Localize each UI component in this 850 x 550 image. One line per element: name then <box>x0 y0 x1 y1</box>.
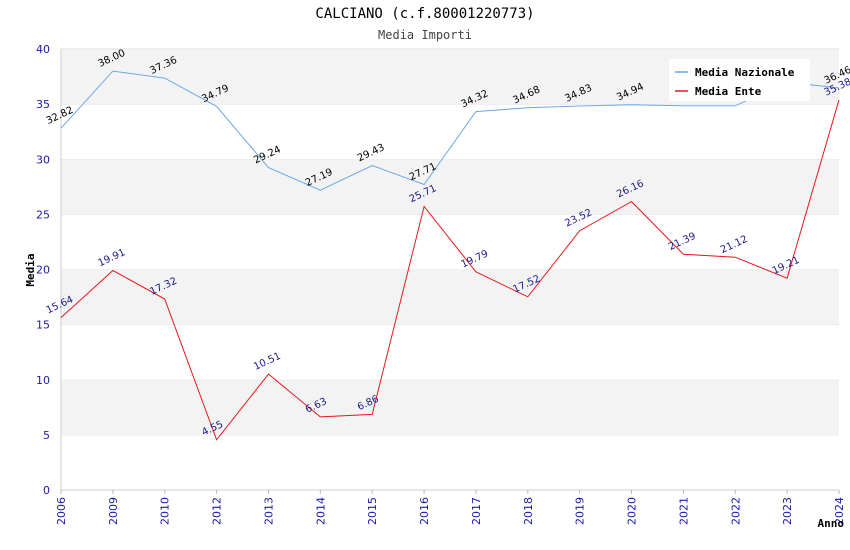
grid-band <box>61 104 839 160</box>
x-tick-label: 2020 <box>626 497 639 525</box>
chart-subtitle: Media Importi <box>378 28 472 42</box>
x-tick-label: 2023 <box>781 497 794 525</box>
legend: Media Nazionale Media Ente <box>669 59 810 101</box>
x-tick-label: 2022 <box>729 497 742 525</box>
y-tick-label: 20 <box>36 264 50 277</box>
grid-band <box>61 269 839 325</box>
y-tick-label: 5 <box>43 429 50 442</box>
x-tick-label: 2018 <box>522 497 535 525</box>
series-line-media-nazionale <box>60 70 840 191</box>
grid-bands <box>61 48 839 490</box>
x-tick-label: 2014 <box>314 497 327 525</box>
y-axis-label: Media <box>24 253 37 286</box>
grid-band <box>61 159 839 215</box>
x-tick-label: 2006 <box>55 497 68 525</box>
x-tick-label: 2019 <box>574 497 587 525</box>
series-lines <box>60 70 840 441</box>
x-tick-label: 2016 <box>418 497 431 525</box>
y-axis-ticks: 0 5 10 15 20 25 30 35 40 <box>36 43 50 497</box>
x-axis-ticks: 2006 2009 2010 2012 2013 2014 2015 2016 2017 2018… <box>55 490 846 525</box>
x-tick-label: 2024 <box>833 497 846 525</box>
y-tick-label: 35 <box>36 98 50 111</box>
x-tick-label: 2013 <box>262 497 275 525</box>
x-tick-label: 2021 <box>677 497 690 525</box>
y-tick-label: 30 <box>36 153 50 166</box>
x-tick-label: 2012 <box>211 497 224 525</box>
grid-band <box>61 434 839 490</box>
y-tick-label: 25 <box>36 208 50 221</box>
y-tick-label: 0 <box>43 484 50 497</box>
legend-label-ente: Media Ente <box>695 85 762 98</box>
grid-band <box>61 379 839 435</box>
legend-box <box>669 59 810 101</box>
y-tick-label: 10 <box>36 374 50 387</box>
legend-label-nazionale: Media Nazionale <box>695 66 795 79</box>
x-tick-label: 2010 <box>159 497 172 525</box>
y-tick-label: 40 <box>36 43 50 56</box>
x-axis-label: Anno <box>818 517 845 530</box>
x-tick-label: 2017 <box>470 497 483 525</box>
series-line-media-ente <box>60 99 840 441</box>
x-tick-label: 2009 <box>107 497 120 525</box>
chart-title: CALCIANO (c.f.80001220773) <box>315 6 534 22</box>
axes <box>60 49 839 491</box>
y-tick-label: 15 <box>36 319 50 332</box>
grid-band <box>61 214 839 270</box>
x-tick-label: 2015 <box>366 497 379 525</box>
